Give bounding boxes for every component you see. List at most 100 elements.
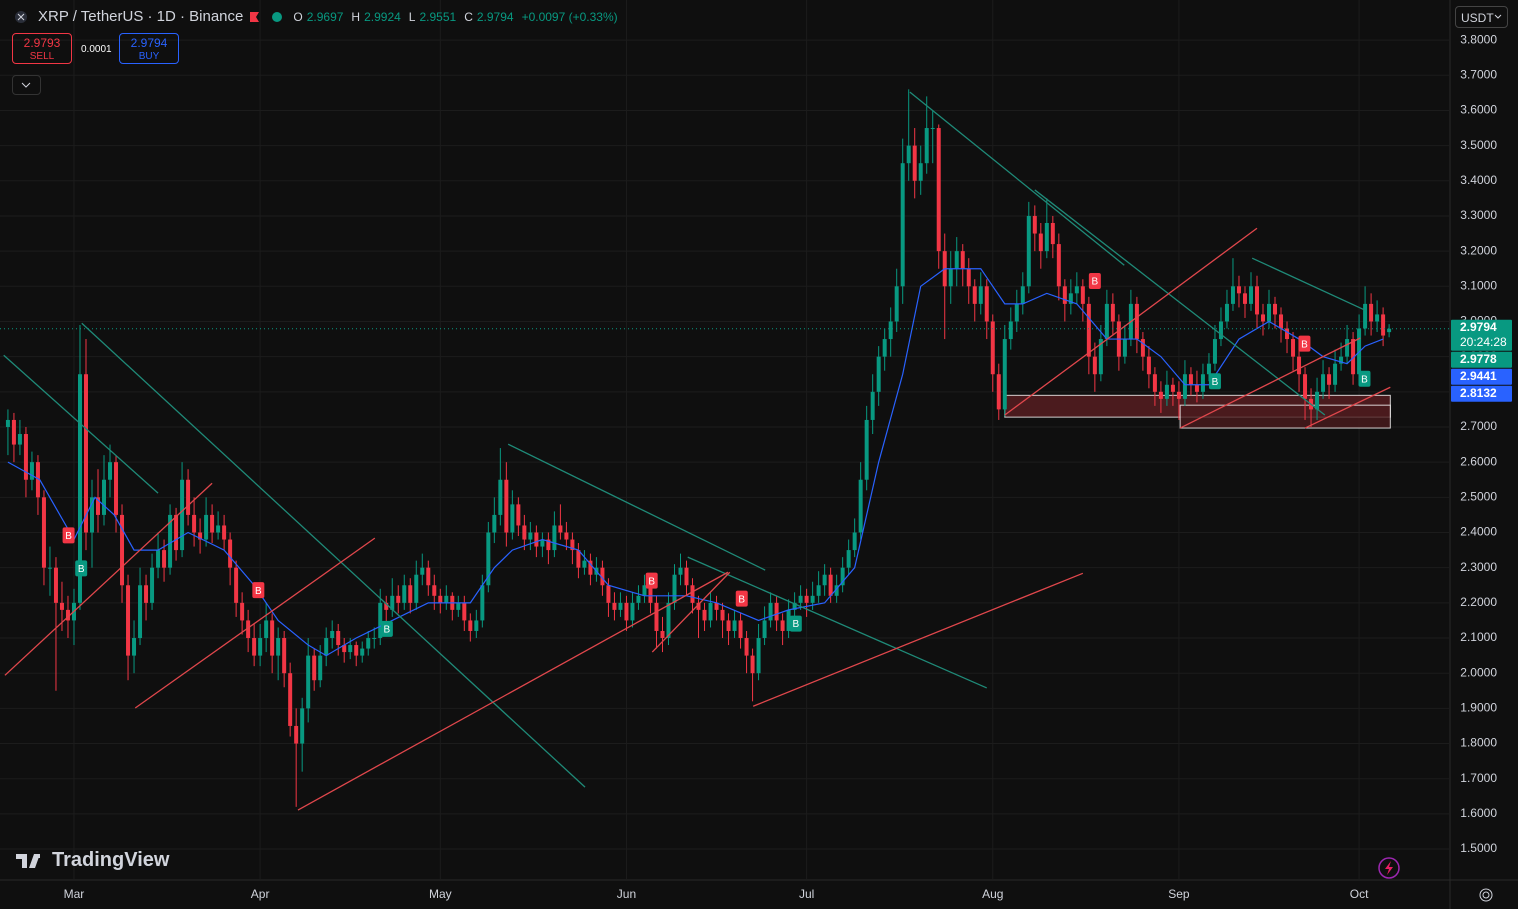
candle-body — [1134, 303, 1139, 340]
candle-body — [1032, 215, 1037, 234]
candle-body — [786, 609, 791, 631]
candle-body — [174, 514, 179, 551]
candle-body — [936, 128, 941, 252]
candle-body — [930, 128, 935, 130]
candle-body — [59, 602, 64, 610]
open-value: 2.9697 — [306, 9, 344, 24]
price-label: 2.9778 — [1460, 352, 1497, 366]
y-tick-label: 1.6000 — [1460, 806, 1497, 820]
candle-body — [414, 574, 419, 603]
trendline — [134, 537, 376, 709]
settings-icon[interactable] — [1479, 888, 1493, 902]
currency-label: USDT — [1461, 11, 1494, 25]
x-tick-label: Jun — [617, 887, 636, 901]
x-tick-label: Jul — [799, 887, 814, 901]
candle-body — [1044, 222, 1049, 252]
candle-body — [630, 602, 635, 621]
candle-body — [1062, 286, 1067, 304]
candle-body — [756, 638, 761, 674]
candle-body — [41, 497, 46, 568]
signal-label: B — [738, 594, 745, 605]
candle-body — [1068, 293, 1073, 304]
candle-body — [156, 550, 161, 568]
x-tick-label: Sep — [1168, 887, 1190, 901]
candle-body — [870, 391, 875, 420]
signal-marker — [252, 582, 265, 599]
candle-body — [408, 585, 413, 603]
x-tick-label: Aug — [982, 887, 1003, 901]
candle-body — [528, 532, 533, 540]
candle-body — [1098, 339, 1103, 375]
trendline — [3, 354, 159, 494]
y-tick-label: 2.5000 — [1460, 490, 1497, 504]
candle-body — [204, 514, 209, 540]
collapse-button[interactable] — [12, 75, 41, 95]
candle-body — [192, 514, 197, 533]
candle-body — [888, 321, 893, 340]
candle-body — [456, 602, 461, 610]
candle-body — [96, 497, 101, 515]
spread: 0.0001 — [81, 44, 112, 55]
candle-body — [780, 620, 785, 631]
candle-body — [516, 504, 521, 526]
candle-body — [642, 585, 647, 596]
candle-body — [954, 251, 959, 269]
candle-body — [1170, 384, 1175, 392]
candle-body — [1020, 286, 1025, 304]
price-label: 2.9441 — [1460, 369, 1497, 383]
candle-body — [570, 539, 575, 551]
candle-body — [1315, 391, 1320, 410]
candle-body — [1152, 374, 1157, 392]
candle-body — [144, 585, 149, 603]
y-tick-label: 2.1000 — [1460, 630, 1497, 644]
candle-body — [1248, 286, 1253, 304]
sell-label: SELL — [29, 51, 55, 62]
candle-body — [576, 550, 581, 568]
currency-select[interactable]: USDT — [1455, 6, 1508, 28]
candle-body — [840, 567, 845, 586]
candle-body — [1122, 339, 1127, 357]
x-tick-label: May — [429, 887, 452, 901]
candle-body — [198, 532, 203, 540]
candle-body — [282, 638, 287, 674]
candle-body — [636, 595, 641, 603]
candle-body — [53, 567, 58, 603]
flag-icon[interactable] — [247, 10, 261, 24]
candle-body — [876, 356, 881, 392]
trendline — [1034, 189, 1326, 416]
candle-body — [768, 602, 773, 621]
candle-body — [35, 462, 40, 498]
signal-label: B — [1212, 377, 1219, 388]
alert-icon — [1378, 857, 1400, 879]
candle-body — [438, 595, 443, 603]
candle-body — [126, 585, 131, 656]
candle-body — [1176, 391, 1181, 399]
low-value: 2.9551 — [419, 9, 457, 24]
signal-marker — [1208, 373, 1221, 390]
trendline — [651, 571, 731, 653]
sell-button[interactable]: 2.9793 SELL — [12, 33, 72, 64]
candle-body — [474, 620, 479, 631]
candle-body — [342, 645, 347, 653]
brand: TradingView — [16, 849, 169, 872]
candle-body — [390, 595, 395, 610]
candle-body — [300, 708, 305, 744]
signal-marker — [1358, 370, 1371, 387]
candle-body — [714, 602, 719, 610]
candle-body — [810, 595, 815, 603]
y-tick-label: 2.0000 — [1460, 665, 1497, 679]
candle-body — [276, 638, 281, 656]
candle-body — [372, 638, 377, 640]
buy-button[interactable]: 2.9794 BUY — [119, 33, 179, 64]
y-tick-label: 3.1000 — [1460, 278, 1497, 292]
candle-body — [240, 602, 245, 621]
y-tick-label: 2.2000 — [1460, 595, 1497, 609]
candle-body — [1345, 339, 1350, 357]
symbol-title[interactable]: XRP / TetherUS · 1D · Binance — [38, 8, 244, 25]
candle-body — [1369, 303, 1374, 322]
signal-marker — [735, 590, 748, 607]
candle-body — [900, 163, 905, 287]
symbol-icon — [15, 10, 27, 23]
trendline — [752, 572, 1084, 707]
